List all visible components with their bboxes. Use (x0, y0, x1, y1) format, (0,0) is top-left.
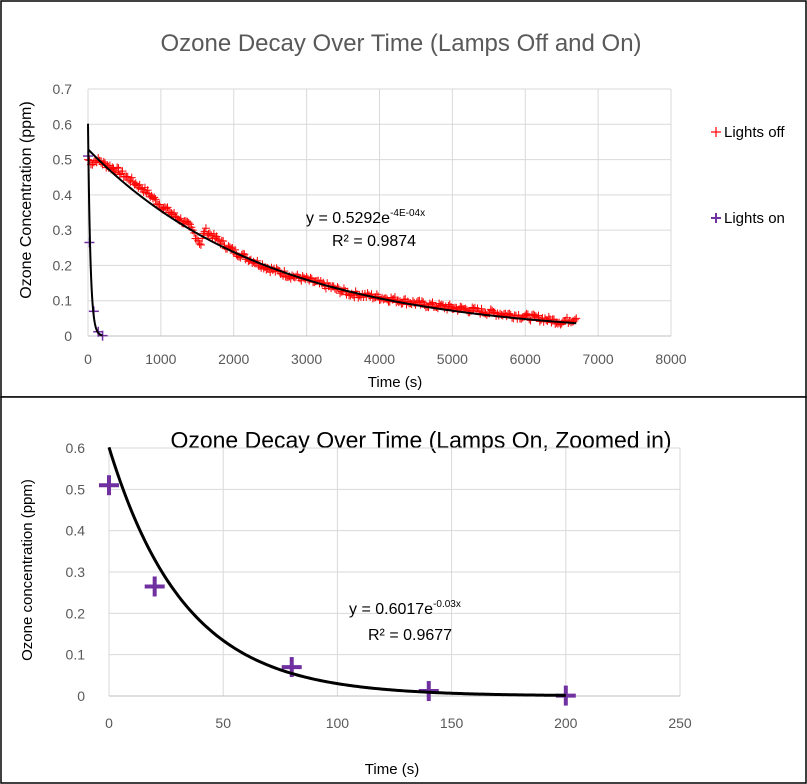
data-point-lights-off (572, 314, 581, 323)
x-tick-label: 8000 (655, 351, 686, 367)
x-tick-label: 0 (84, 351, 92, 367)
x-tick-label: 200 (554, 715, 578, 731)
x-tick-label: 1000 (145, 351, 176, 367)
data-point-lights-off (201, 224, 210, 233)
y-tick-label: 0.4 (66, 523, 86, 539)
data-point-lights-off (123, 172, 132, 181)
x-tick-label: 6000 (510, 351, 541, 367)
x-tick-label: 0 (105, 715, 113, 731)
x-tick-label: 3000 (291, 351, 322, 367)
data-point-lights-off (151, 195, 160, 204)
chart-1-frame (0, 0, 807, 398)
chart-2-frame (0, 396, 807, 784)
data-point-lights-off (143, 186, 152, 195)
fit-curve-lights-off (87, 148, 577, 325)
chart-1-y-axis-label: Ozone Concentration (ppm) (18, 101, 35, 298)
y-tick-label: 0.3 (53, 222, 73, 238)
y-tick-label: 0.4 (53, 187, 73, 203)
x-tick-label: 150 (440, 715, 464, 731)
y-tick-label: 0 (64, 328, 72, 344)
chart-1-x-tick-labels: 0 1000 2000 3000 4000 5000 6000 7000 8000 (84, 351, 687, 367)
fit-curve-lights-on (87, 123, 103, 337)
data-point-lights-off (118, 167, 127, 176)
chart-2-r-squared: R² = 0.9677 (368, 627, 452, 644)
data-point-lights-off (135, 180, 144, 189)
chart-1: Ozone Decay Over Time (Lamps Off and On)… (18, 30, 785, 391)
x-tick-label: 250 (668, 715, 692, 731)
x-tick-label: 50 (215, 715, 231, 731)
chart-2-y-axis-label: Ozone concentration (ppm) (19, 479, 36, 661)
y-tick-label: 0.1 (66, 647, 86, 663)
data-point-lights-off (522, 309, 531, 318)
y-tick-label: 0.7 (53, 81, 73, 97)
data-point-lights-off (150, 193, 159, 202)
chart-1-fit-equation: y = 0.5292e-4E-04x (306, 208, 425, 227)
chart-2-x-tick-labels: 0 50 100 150 200 250 (105, 715, 692, 731)
legend-label-lights-off: Lights off (724, 124, 785, 141)
chart-1-y-tick-labels: 0 0.1 0.2 0.3 0.4 0.5 0.6 0.7 (53, 81, 73, 344)
data-point-lights-off (113, 163, 122, 172)
legend-label-lights-on: Lights on (724, 210, 785, 227)
data-point-lights-off (477, 304, 486, 313)
chart-1-r-squared: R² = 0.9874 (332, 233, 416, 250)
y-tick-label: 0.2 (66, 605, 86, 621)
y-tick-label: 0.2 (53, 257, 73, 273)
data-point-lights-off (155, 200, 164, 209)
y-tick-label: 0.6 (53, 116, 73, 132)
data-point-lights-off (213, 235, 222, 244)
y-tick-label: 0 (77, 688, 85, 704)
x-tick-label: 7000 (583, 351, 614, 367)
data-point-lights-off (195, 239, 204, 248)
data-point-lights-off (170, 208, 179, 217)
legend-marker-lights-off (711, 127, 721, 137)
data-point-lights-off (184, 218, 193, 227)
legend-plus-lights-off (711, 127, 721, 137)
data-point-series-0 (144, 576, 165, 597)
legend-marker-lights-on (711, 213, 721, 223)
series-series-0-points (99, 475, 576, 706)
chart-1-marks (83, 123, 581, 341)
fit-curve-series-0 (107, 446, 566, 697)
chart-2-x-axis-label: Time (s) (365, 761, 419, 778)
chart-2-y-tick-labels: 0 0.1 0.2 0.3 0.4 0.5 0.6 (66, 440, 86, 704)
data-point-lights-off (127, 173, 136, 182)
x-tick-label: 4000 (364, 351, 395, 367)
data-point-lights-off (196, 240, 205, 249)
y-tick-label: 0.1 (53, 293, 73, 309)
x-tick-label: 2000 (218, 351, 249, 367)
data-point-series-0 (99, 475, 119, 496)
legend-plus-lights-on (711, 213, 721, 223)
y-tick-label: 0.6 (66, 440, 86, 456)
y-tick-label: 0.3 (66, 564, 86, 580)
data-point-lights-off (219, 237, 228, 246)
chart-1-legend: Lights off Lights on (711, 124, 785, 227)
y-tick-label: 0.5 (66, 481, 86, 497)
chart-2-title: Ozone Decay Over Time (Lamps On, Zoomed … (170, 427, 671, 453)
chart-2: Ozone Decay Over Time (Lamps On, Zoomed … (19, 427, 692, 778)
x-tick-label: 100 (326, 715, 350, 731)
chart-2-gridlines (108, 447, 681, 697)
data-point-lights-on (97, 330, 108, 341)
y-tick-label: 0.5 (53, 152, 73, 168)
data-point-lights-off (163, 203, 172, 212)
chart-2-marks (99, 446, 576, 706)
chart-2-fit-equation: y = 0.6017e-0.03x (349, 599, 461, 618)
chart-1-title: Ozone Decay Over Time (Lamps Off and On) (160, 30, 641, 57)
data-point-lights-off (428, 298, 437, 307)
chart-1-x-axis-label: Time (s) (368, 374, 422, 391)
x-tick-label: 5000 (437, 351, 468, 367)
chart-1-gridlines (87, 88, 672, 337)
